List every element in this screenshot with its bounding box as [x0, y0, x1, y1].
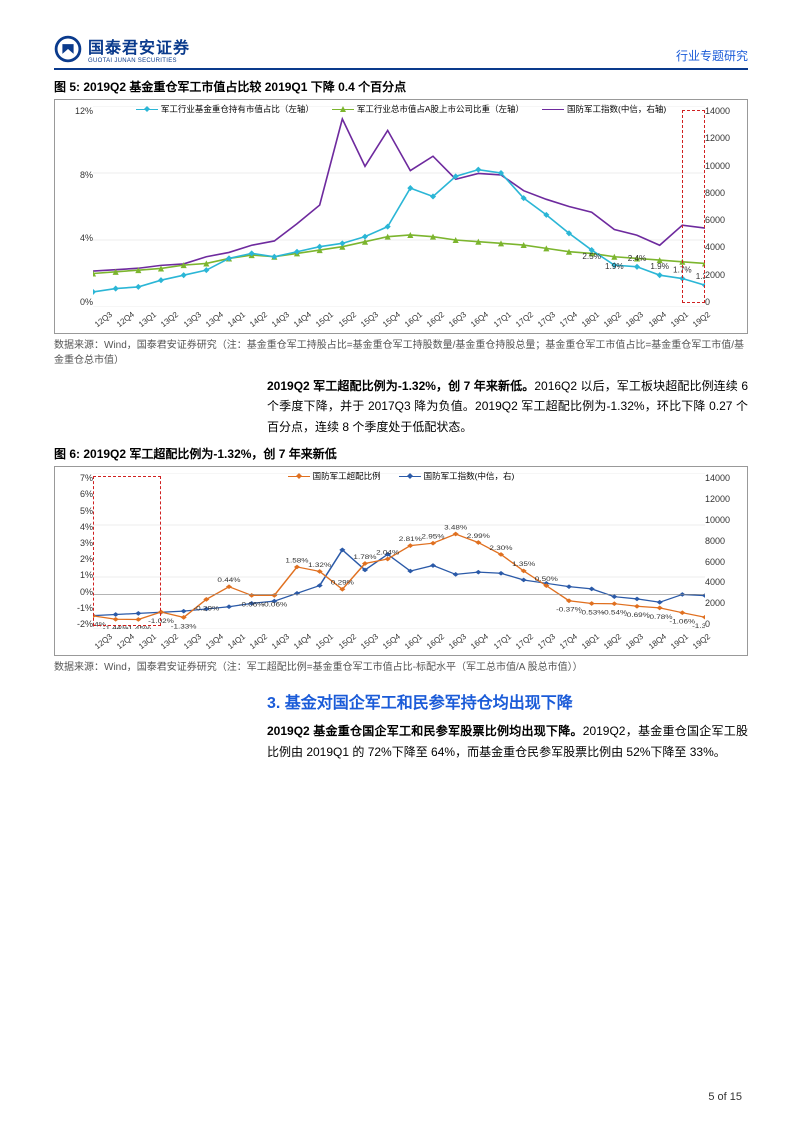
svg-text:3.48%: 3.48%: [444, 523, 468, 531]
svg-text:0.50%: 0.50%: [535, 575, 559, 583]
svg-text:1.58%: 1.58%: [285, 556, 309, 564]
svg-text:1.32%: 1.32%: [308, 561, 332, 569]
fig6-highlight-box: [93, 476, 161, 626]
body-para-2: 2019Q2 基金重仓国企军工和民参军股票比例均出现下降。2019Q2，基金重仓…: [267, 721, 748, 762]
svg-text:2.95%: 2.95%: [421, 533, 445, 541]
fig5-chart: 军工行业基金重仓持有市值占比（左轴）军工行业总市值占A股上市公司比重（左轴）国防…: [54, 99, 748, 334]
logo-cn: 国泰君安证券: [88, 34, 190, 58]
svg-text:2.81%: 2.81%: [399, 535, 423, 543]
fig6-x-axis: 12Q312Q413Q113Q213Q313Q414Q114Q214Q314Q4…: [93, 644, 705, 653]
svg-text:2.04%: 2.04%: [376, 548, 400, 556]
svg-text:1.9%: 1.9%: [650, 262, 669, 271]
fig6-y-left: 7%6%5%4%3%2%1%0%-1%-2%: [59, 473, 93, 629]
logo: 国泰君安证券 GUOTAI JUNAN SECURITIES: [54, 34, 190, 64]
fig6-title: 图 6: 2019Q2 军工超配比例为-1.32%，创 7 年来新低: [54, 445, 748, 462]
logo-en: GUOTAI JUNAN SECURITIES: [88, 58, 190, 64]
doc-type: 行业专题研究: [676, 47, 748, 64]
fig5-x-axis: 12Q312Q413Q113Q213Q313Q414Q114Q214Q314Q4…: [93, 322, 705, 331]
svg-text:1.35%: 1.35%: [512, 560, 536, 568]
fig5-source: 数据来源：Wind，国泰君安证券研究（注：基金重仓军工持股占比=基金重仓军工持股…: [54, 338, 748, 368]
svg-text:0.29%: 0.29%: [331, 579, 355, 587]
svg-text:2.30%: 2.30%: [489, 544, 513, 552]
fig5-y-right: 14000120001000080006000400020000: [705, 106, 743, 307]
page-number: 5 of 15: [708, 1091, 742, 1103]
svg-text:-1.33%: -1.33%: [171, 622, 197, 629]
page-header: 国泰君安证券 GUOTAI JUNAN SECURITIES 行业专题研究: [54, 34, 748, 70]
svg-text:0.44%: 0.44%: [217, 576, 241, 584]
fig5-title: 图 5: 2019Q2 基金重仓军工市值占比较 2019Q1 下降 0.4 个百…: [54, 78, 748, 95]
fig5-highlight-box: [682, 110, 705, 303]
fig6-plot: -1.24%-1.44%-1.45%-1.02%-1.33%-0.29%0.44…: [93, 473, 705, 629]
svg-text:2.99%: 2.99%: [467, 532, 491, 540]
svg-text:2.4%: 2.4%: [628, 254, 647, 263]
fig6-source: 数据来源：Wind，国泰君安证券研究（注：军工超配比例=基金重仓军工市值占比-标…: [54, 660, 748, 675]
section-3-heading: 3. 基金对国企军工和民参军持仓均出现下降: [267, 689, 748, 713]
svg-text:-0.29%: -0.29%: [193, 604, 219, 612]
svg-text:-0.06%: -0.06%: [261, 600, 287, 608]
svg-text:2.5%: 2.5%: [582, 252, 601, 261]
fig6-chart: 国防军工超配比例国防军工指数(中信，右) 7%6%5%4%3%2%1%0%-1%…: [54, 466, 748, 656]
body-para-1: 2019Q2 军工超配比例为-1.32%，创 7 年来新低。2016Q2 以后，…: [267, 376, 748, 437]
logo-icon: [54, 35, 82, 63]
svg-text:-1.32%: -1.32%: [692, 622, 705, 629]
fig5-plot: 2.5%1.9%2.4%1.9%1.7%1.3%: [93, 106, 705, 307]
svg-text:1.78%: 1.78%: [353, 553, 377, 561]
svg-text:1.9%: 1.9%: [605, 262, 624, 271]
fig5-y-left: 12%8%4%0%: [59, 106, 93, 307]
fig6-y-right: 14000120001000080006000400020000: [705, 473, 743, 629]
